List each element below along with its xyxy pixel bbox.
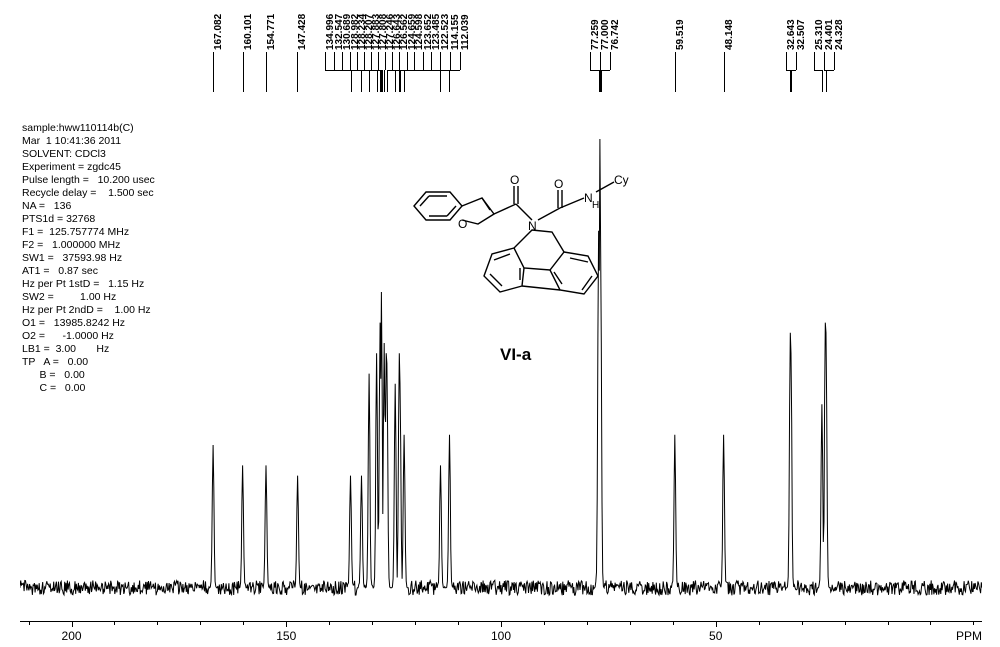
x-minor-tick	[157, 622, 158, 625]
hydrogen-atom: H	[592, 200, 599, 211]
x-minor-tick	[200, 622, 201, 625]
oxygen-atom: O	[510, 173, 519, 187]
x-minor-tick	[673, 622, 674, 625]
x-minor-tick	[888, 622, 889, 625]
x-minor-tick	[973, 622, 974, 625]
x-minor-tick	[286, 622, 287, 625]
x-minor-tick	[716, 622, 717, 625]
x-minor-tick	[845, 622, 846, 625]
x-axis-unit: PPM	[956, 629, 982, 643]
molecule-structure: O O N O N H Cy	[402, 152, 640, 347]
oxygen-atom: O	[554, 177, 563, 191]
x-tick-label: 150	[276, 629, 296, 643]
cyclohexyl-label: Cy	[614, 173, 629, 187]
x-minor-tick	[587, 622, 588, 625]
x-tick-label: 200	[62, 629, 82, 643]
x-minor-tick	[458, 622, 459, 625]
x-minor-tick	[329, 622, 330, 625]
x-minor-tick	[372, 622, 373, 625]
x-minor-tick	[243, 622, 244, 625]
x-minor-tick	[72, 622, 73, 625]
acquisition-metadata: sample:hww110114b(C) Mar 1 10:41:36 2011…	[22, 122, 155, 395]
oxygen-atom: O	[458, 217, 467, 231]
x-minor-tick	[930, 622, 931, 625]
compound-label: VI-a	[500, 345, 531, 365]
x-tick-label: 50	[709, 629, 722, 643]
x-minor-tick	[501, 622, 502, 625]
x-minor-tick	[759, 622, 760, 625]
x-minor-tick	[29, 622, 30, 625]
x-minor-tick	[114, 622, 115, 625]
x-tick-label: 100	[491, 629, 511, 643]
x-minor-tick	[415, 622, 416, 625]
x-minor-tick	[630, 622, 631, 625]
x-minor-tick	[802, 622, 803, 625]
x-minor-tick	[544, 622, 545, 625]
